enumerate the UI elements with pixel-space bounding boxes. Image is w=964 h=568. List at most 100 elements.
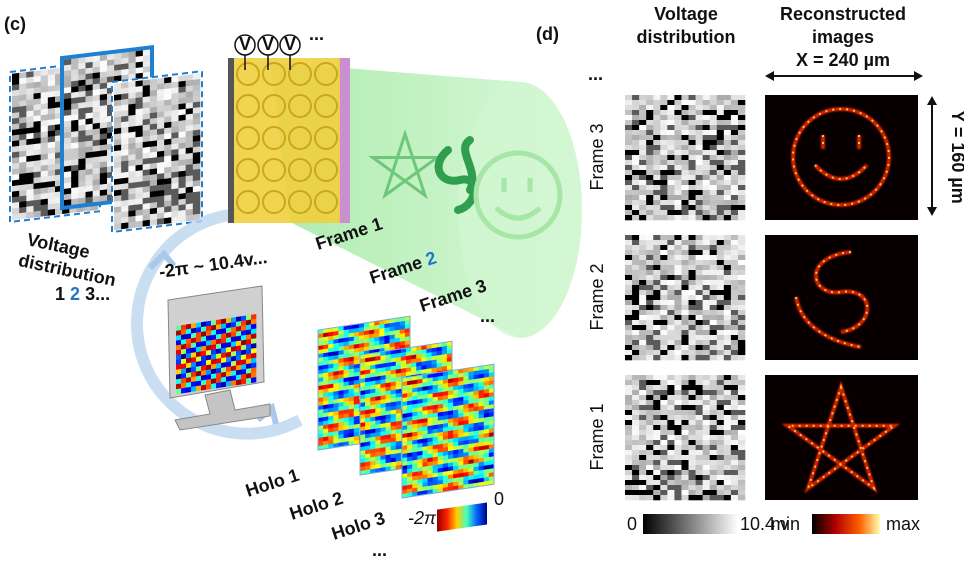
pattern-cell: [149, 151, 158, 159]
pattern-cell: [185, 119, 194, 126]
pattern-cell: [674, 100, 682, 106]
pattern-cell: [646, 450, 654, 456]
pattern-cell: [737, 440, 746, 446]
pattern-cell: [667, 335, 675, 341]
pattern-cell: [667, 470, 675, 476]
pattern-cell: [251, 328, 257, 335]
pattern-cell: [318, 381, 324, 387]
pattern-cell: [427, 429, 433, 435]
pattern-cell: [716, 195, 725, 201]
pattern-cell: [688, 455, 696, 461]
pattern-cell: [716, 415, 725, 421]
pattern-cell: [26, 104, 34, 112]
pattern-cell: [375, 427, 381, 434]
pattern-cell: [639, 420, 647, 426]
pattern-cell: [488, 420, 495, 426]
pattern-cell: [667, 305, 675, 311]
pattern-cell: [353, 355, 360, 361]
pattern-cell: [422, 446, 428, 452]
pattern-cell: [702, 445, 711, 451]
pattern-cell: [142, 101, 151, 109]
pattern-cell: [128, 62, 136, 70]
pattern-cell: [709, 405, 718, 411]
pattern-cell: [667, 420, 675, 426]
pattern-cell: [632, 160, 640, 166]
pattern-cell: [674, 355, 682, 361]
pattern-cell: [473, 434, 479, 440]
pattern-cell: [681, 205, 689, 211]
pattern-cell: [723, 100, 732, 106]
pattern-cell: [737, 120, 746, 126]
pattern-cell: [157, 218, 165, 225]
pattern-cell: [681, 190, 689, 196]
pattern-cell: [473, 442, 479, 448]
pattern-cell: [427, 481, 433, 487]
pattern-cell: [92, 184, 101, 192]
pattern-cell: [681, 460, 689, 466]
pattern-cell: [422, 414, 428, 420]
pattern-cell: [171, 154, 179, 162]
pattern-cell: [142, 219, 151, 227]
pattern-cell: [385, 370, 391, 376]
pattern-cell: [437, 399, 444, 405]
pattern-cell: [395, 420, 402, 426]
pattern-cell: [653, 405, 661, 411]
pattern-cell: [395, 452, 402, 458]
pattern-cell: [323, 404, 329, 410]
pattern-cell: [216, 353, 222, 360]
pattern-cell: [639, 275, 647, 281]
pattern-cell: [92, 167, 101, 175]
pattern-cell: [318, 401, 324, 407]
pattern-cell: [681, 210, 689, 216]
pattern-cell: [407, 428, 413, 434]
pattern-cell: [353, 347, 360, 353]
pattern-cell: [417, 394, 423, 401]
pattern-cell: [12, 145, 20, 153]
pattern-cell: [473, 390, 479, 396]
pattern-cell: [660, 490, 668, 496]
pattern-cell: [323, 428, 329, 434]
pattern-cell: [660, 135, 668, 141]
pattern-cell: [478, 461, 485, 467]
pattern-cell: [186, 328, 192, 335]
pattern-cell: [458, 388, 464, 394]
pattern-cell: [695, 250, 703, 256]
pattern-cell: [370, 384, 376, 390]
pattern-cell: [196, 341, 202, 348]
pattern-cell: [71, 164, 79, 172]
pattern-cell: [71, 91, 79, 99]
pattern-cell: [660, 320, 668, 326]
pattern-cell: [157, 184, 165, 192]
panel-label: (d): [536, 24, 559, 44]
pattern-cell: [171, 177, 179, 184]
pattern-cell: [716, 420, 725, 426]
pattern-cell: [411, 362, 417, 368]
pattern-cell: [667, 295, 675, 301]
pattern-cell: [716, 490, 725, 496]
pattern-cell: [353, 391, 360, 397]
pattern-cell: [639, 165, 647, 171]
pattern-cell: [463, 419, 469, 426]
pattern-cell: [176, 373, 182, 380]
pattern-cell: [370, 380, 376, 386]
pattern-cell: [674, 165, 682, 171]
pattern-cell: [730, 205, 739, 211]
pattern-cell: [385, 458, 391, 464]
pattern-cell: [448, 398, 454, 404]
pattern-cell: [353, 419, 360, 425]
pattern-cell: [196, 375, 202, 382]
pattern-cell: [653, 125, 661, 131]
pattern-cell: [448, 478, 454, 484]
pattern-cell: [412, 451, 418, 457]
pattern-cell: [171, 126, 179, 134]
pattern-cell: [709, 265, 718, 271]
pattern-cell: [328, 419, 334, 425]
pattern-cell: [639, 130, 647, 136]
pattern-cell: [695, 245, 703, 251]
cycle-arrow: [130, 208, 303, 440]
pattern-cell: [442, 391, 449, 397]
pattern-cell: [333, 402, 339, 409]
pattern-cell: [389, 342, 395, 348]
pattern-cell: [385, 434, 391, 440]
pattern-cell: [231, 360, 237, 367]
